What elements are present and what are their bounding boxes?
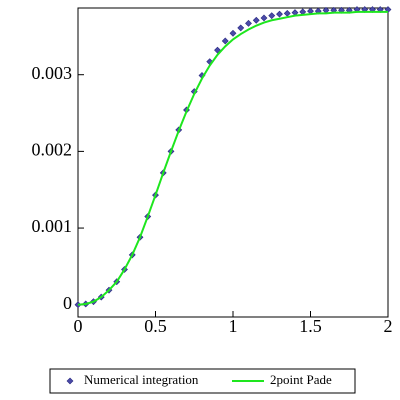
y-tick-label: 0.001 [32,216,73,236]
series-line [77,10,388,306]
data-point [268,12,276,20]
data-point [260,14,268,22]
data-point [276,10,283,18]
legend-label: 2point Pade [270,372,332,387]
legend-label: Numerical integration [84,372,199,387]
y-tick-label: 0.003 [32,63,73,83]
y-tick-label: 0.002 [32,140,73,160]
x-tick-label: 2 [384,316,393,336]
legend-box [49,368,356,394]
y-tick-label: 0 [63,293,72,313]
x-tick-label: 1 [229,316,238,336]
data-point [252,16,260,24]
x-tick-label: 1.5 [299,316,322,336]
x-tick-label: 0 [74,316,83,336]
data-point [221,37,229,45]
x-tick-label: 0.5 [144,316,167,336]
data-point [245,19,252,27]
data-point [229,29,237,37]
data-point [283,9,291,17]
legend-swatch [66,377,74,385]
data-point [237,24,245,32]
